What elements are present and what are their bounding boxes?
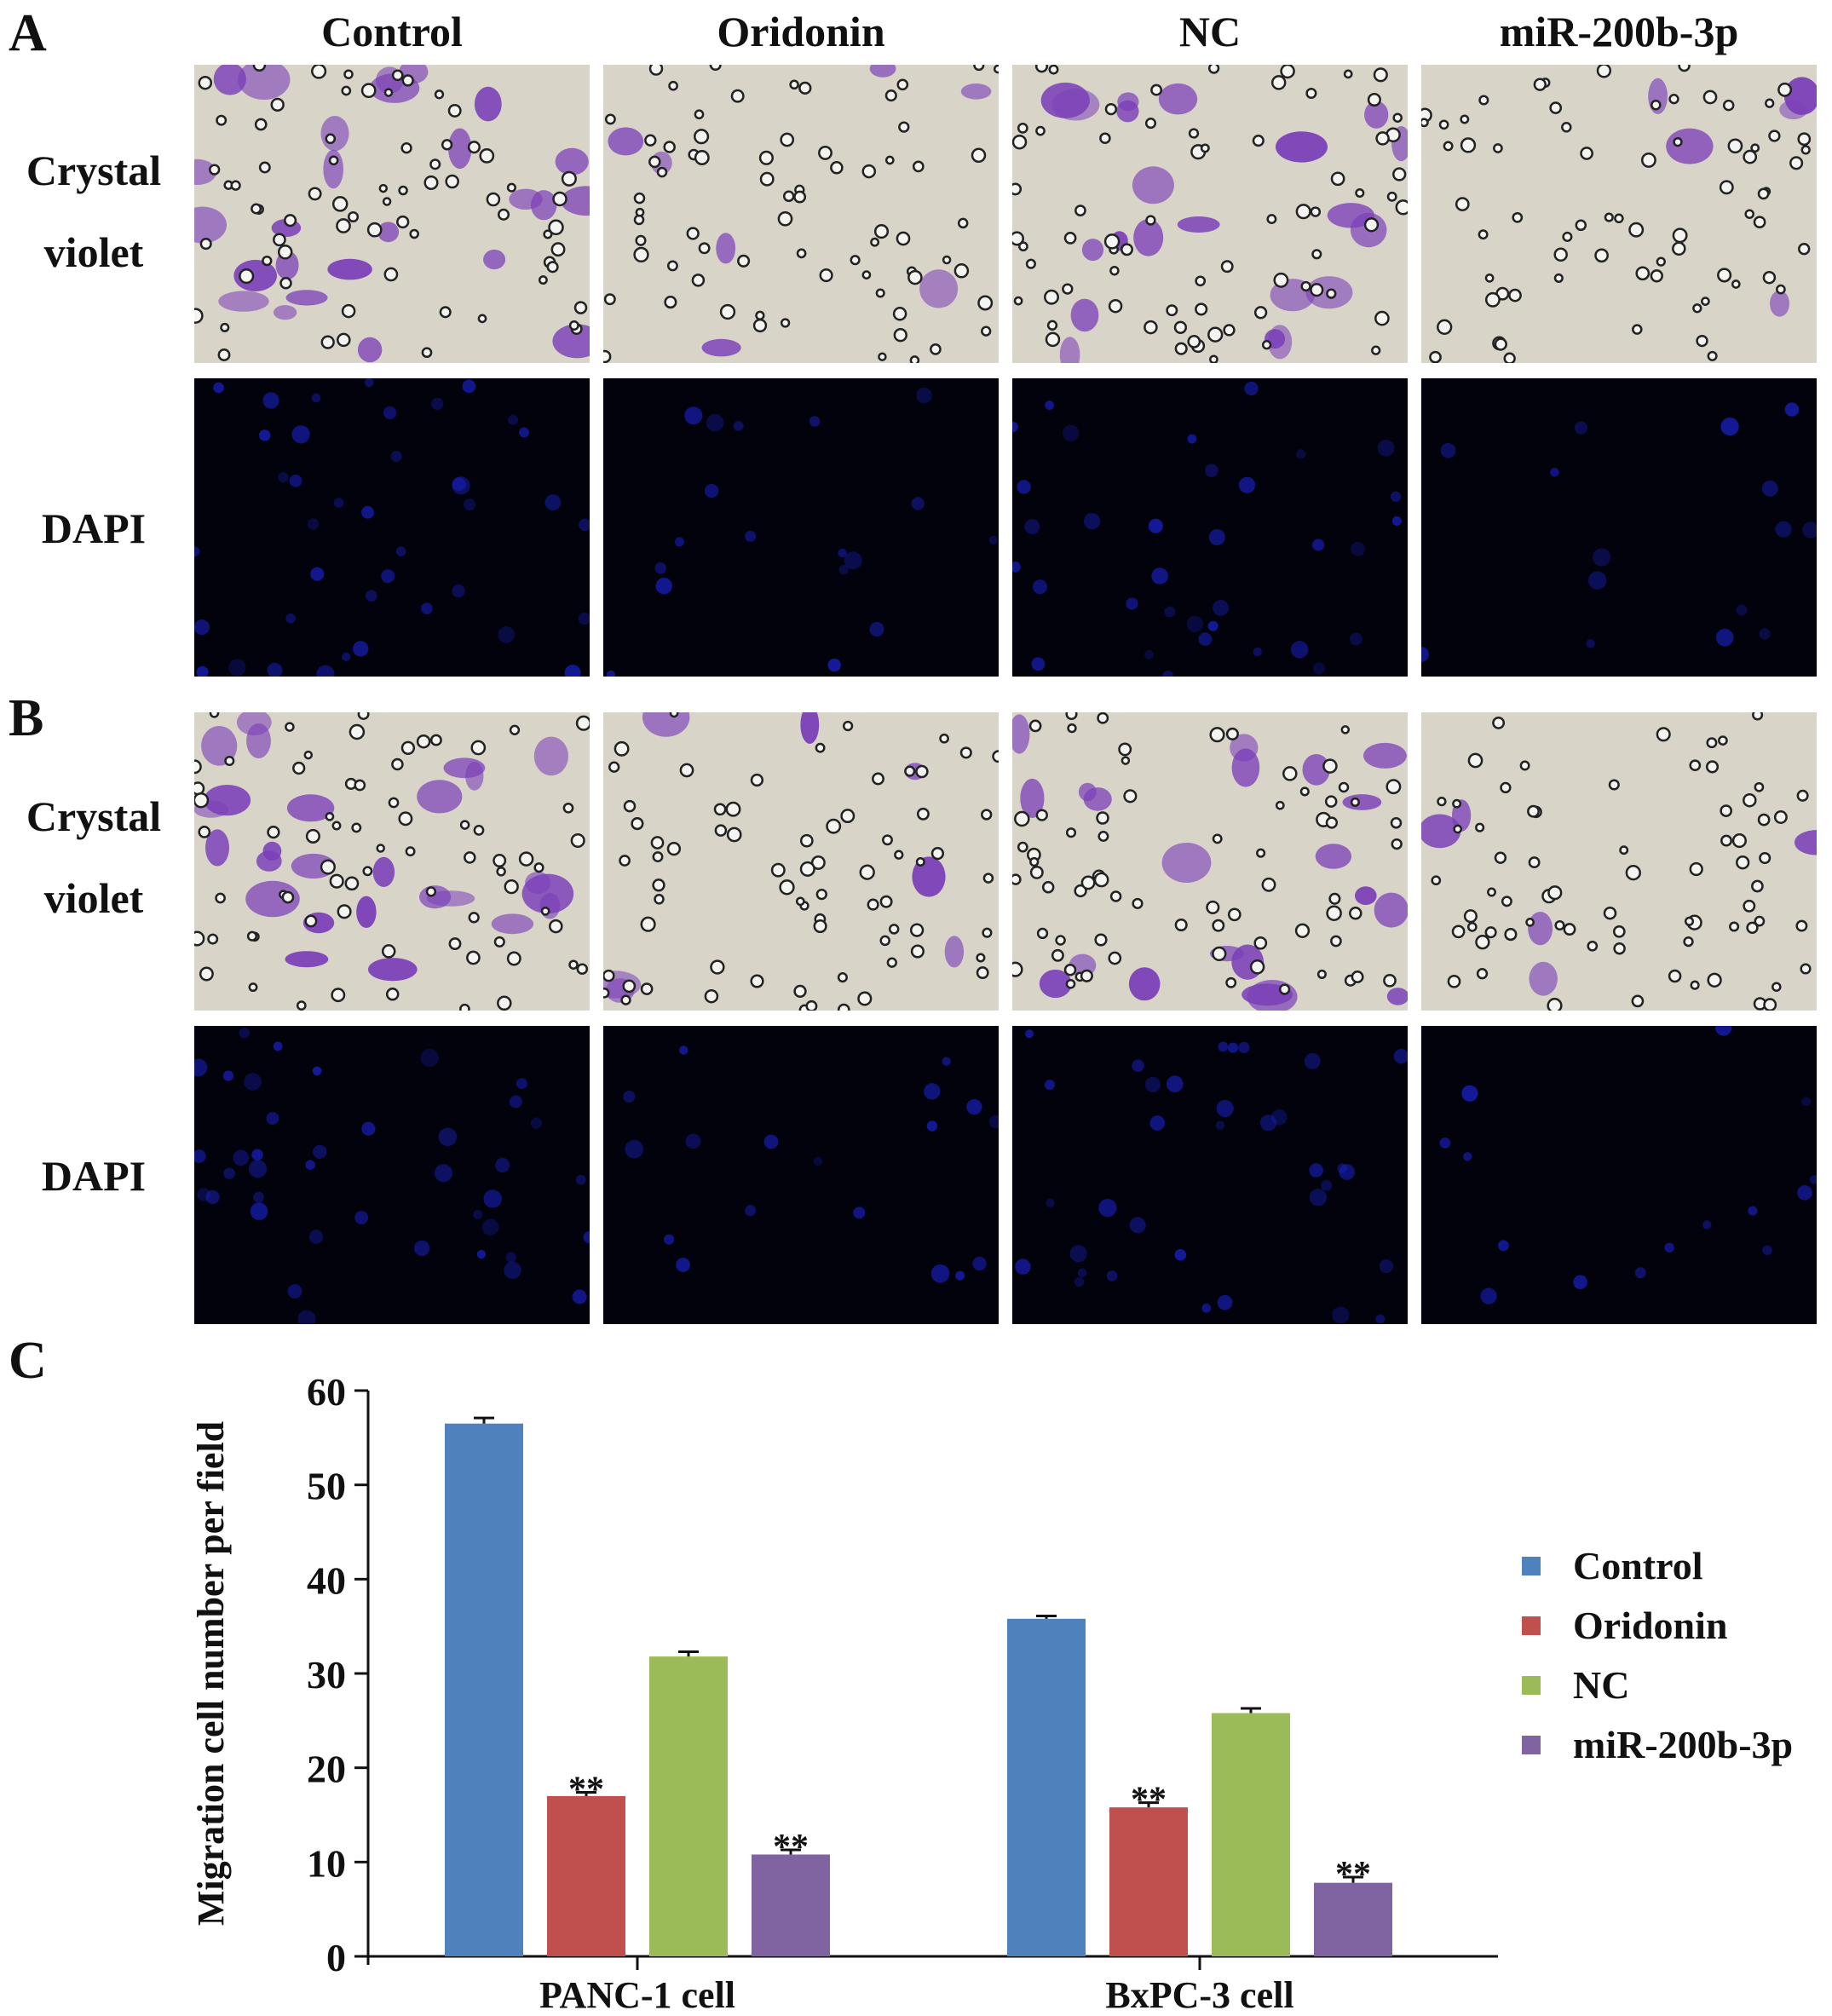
panel-label-c: C: [9, 1332, 47, 1390]
row-label-dapi-a: DAPI: [41, 504, 147, 552]
significance-marker: **: [1131, 1781, 1167, 1820]
dapi-image-b-control: [194, 1026, 590, 1324]
crystal-violet-image-a-nc: [1012, 65, 1408, 363]
legend-swatch-mir-200b-3p: [1522, 1736, 1541, 1754]
dapi-image-b-mir-200b-3p: [1421, 1026, 1817, 1324]
x-tick-label: PANC-1 cell: [539, 1974, 735, 2016]
panel-label-a: A: [9, 4, 47, 62]
significance-marker: **: [568, 1770, 604, 1809]
dapi-image-a-nc: [1012, 378, 1408, 677]
bar-nc: [649, 1656, 728, 1956]
crystal-violet-image-a-oridonin: [603, 65, 999, 363]
column-header-mir-200b-3p: miR-200b-3p: [1499, 8, 1739, 55]
bar-oridonin: [547, 1795, 625, 1956]
row-label-dapi-b: DAPI: [41, 1152, 147, 1200]
crystal-violet-image-a-control: [194, 65, 590, 363]
legend-swatch-nc: [1522, 1676, 1541, 1695]
legend-label-control: Control: [1573, 1544, 1703, 1587]
row-label-line-1: Crystal: [26, 792, 162, 840]
legend-label-oridonin: Oridonin: [1573, 1604, 1728, 1647]
y-tick-label: 50: [307, 1465, 346, 1508]
column-header-nc: NC: [1178, 8, 1241, 55]
y-tick-label: 0: [326, 1936, 346, 1979]
y-tick-label: 20: [307, 1748, 346, 1791]
row-label-crystal-violet-b: Crystal violet: [9, 775, 179, 939]
y-tick-label: 40: [307, 1558, 346, 1602]
y-tick-label: 60: [307, 1370, 346, 1414]
legend-swatch-control: [1522, 1557, 1541, 1575]
significance-marker: **: [773, 1828, 809, 1867]
crystal-violet-image-b-control: [194, 712, 590, 1011]
y-tick-label: 10: [307, 1841, 346, 1885]
bar-mir-200b-3p: [752, 1854, 830, 1956]
legend-label-mir-200b-3p: miR-200b-3p: [1573, 1723, 1793, 1766]
dapi-image-a-mir-200b-3p: [1421, 378, 1817, 677]
bar-oridonin: [1109, 1807, 1188, 1956]
bar-control: [1007, 1618, 1086, 1956]
bar-mir-200b-3p: [1314, 1882, 1392, 1956]
y-tick-label: 30: [307, 1653, 346, 1696]
significance-marker: **: [1335, 1855, 1371, 1894]
legend-label-nc: NC: [1573, 1663, 1629, 1707]
row-label-line-2: violet: [43, 874, 144, 922]
bar-nc: [1212, 1713, 1290, 1956]
crystal-violet-image-b-mir-200b-3p: [1421, 712, 1817, 1011]
dapi-image-b-oridonin: [603, 1026, 999, 1324]
bar-chart: 0 10 20 30 40 50 60 Migration cell number per f…: [190, 1370, 1793, 2016]
panel-label-b: B: [9, 689, 44, 747]
dapi-image-a-control: [194, 378, 590, 677]
x-tick-label: BxPC-3 cell: [1105, 1974, 1293, 2016]
row-label-line-1: Crystal: [26, 147, 162, 194]
crystal-violet-image-b-nc: [1012, 712, 1408, 1011]
crystal-violet-image-a-mir-200b-3p: [1421, 65, 1817, 363]
legend-swatch-oridonin: [1522, 1616, 1541, 1635]
dapi-image-b-nc: [1012, 1026, 1408, 1324]
bar-control: [445, 1423, 523, 1956]
row-label-crystal-violet-a: Crystal violet: [9, 130, 179, 293]
column-header-oridonin: Oridonin: [717, 8, 885, 55]
crystal-violet-image-b-oridonin: [603, 712, 999, 1011]
dapi-image-a-oridonin: [603, 378, 999, 677]
row-label-line-2: violet: [43, 228, 144, 276]
y-axis-label: Migration cell number per field: [190, 1421, 232, 1926]
column-header-control: Control: [321, 8, 463, 55]
